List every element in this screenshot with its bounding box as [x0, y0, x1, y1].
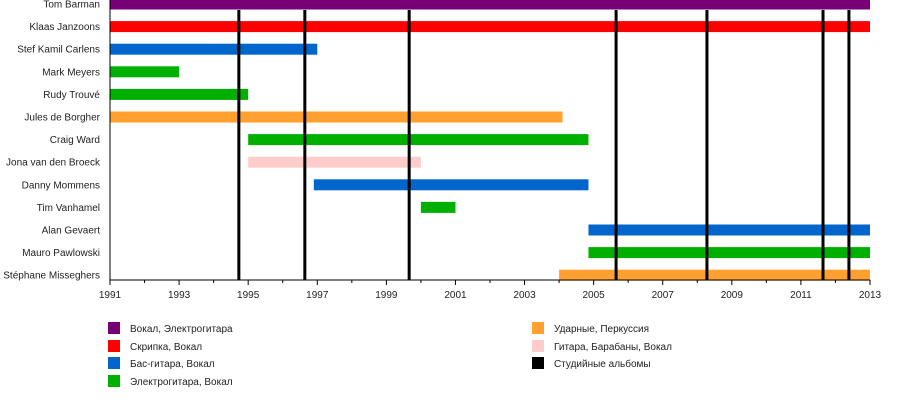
- x-tick-label: 1999: [375, 290, 398, 301]
- member-bar: [313, 179, 589, 191]
- x-tick-label: 1995: [237, 290, 260, 301]
- member-label: Klaas Janzoons: [29, 22, 100, 33]
- legend-label: Ударные, Перкуссия: [554, 324, 649, 335]
- legend-label: Гитара, Барабаны, Вокал: [554, 341, 672, 353]
- legend-swatch: [532, 340, 544, 352]
- legend-swatch: [108, 322, 120, 334]
- member-bar: [110, 43, 318, 55]
- member-bar: [248, 134, 589, 146]
- member-label: Stef Kamil Carlens: [17, 45, 100, 56]
- member-label: Tim Vanhamel: [37, 203, 100, 214]
- member-bar: [110, 66, 180, 78]
- x-tick-label: 2003: [513, 290, 536, 301]
- legend-swatch: [532, 357, 544, 369]
- x-tick-label: 1997: [306, 290, 329, 301]
- legend-swatch: [108, 340, 120, 352]
- x-tick-label: 2013: [859, 290, 882, 301]
- x-tick-label: 2001: [444, 290, 467, 301]
- member-bar: [420, 201, 456, 213]
- legend-label: Вокал, Электрогитара: [130, 324, 233, 335]
- x-tick-label: 2009: [721, 290, 744, 301]
- member-bar: [110, 0, 870, 10]
- x-tick-label: 2005: [583, 290, 606, 301]
- member-label: Danny Mommens: [22, 180, 100, 191]
- member-label: Alan Gevaert: [42, 226, 101, 237]
- member-label: Jules de Borgher: [24, 113, 100, 124]
- legend-label: Электрогитара, Вокал: [130, 377, 233, 388]
- legend-swatch: [532, 322, 544, 334]
- member-bar: [110, 21, 870, 33]
- member-label: Mauro Pawlowski: [22, 248, 100, 259]
- legend-label: Бас-гитара, Вокал: [130, 359, 215, 370]
- x-tick-label: 2011: [790, 290, 812, 301]
- member-bar: [248, 156, 421, 168]
- legend-label: Скрипка, Вокал: [130, 342, 202, 353]
- member-bar: [588, 224, 870, 236]
- member-label: Mark Meyers: [42, 67, 100, 78]
- member-bar: [588, 247, 870, 259]
- x-tick-label: 1991: [99, 290, 122, 301]
- member-label: Tom Barman: [43, 0, 100, 11]
- legend-label: Студийные альбомы: [554, 358, 651, 370]
- member-bar: [110, 88, 249, 100]
- member-label: Jona van den Broeck: [6, 158, 101, 169]
- x-tick-label: 2007: [652, 290, 675, 301]
- legend-swatch: [108, 375, 120, 387]
- member-label: Stéphane Misseghers: [3, 271, 100, 282]
- member-bar: [559, 269, 870, 281]
- member-label: Craig Ward: [50, 135, 100, 146]
- member-label: Rudy Trouvé: [43, 90, 100, 101]
- legend-swatch: [108, 357, 120, 369]
- x-tick-label: 1993: [168, 290, 191, 301]
- member-bar: [110, 111, 563, 123]
